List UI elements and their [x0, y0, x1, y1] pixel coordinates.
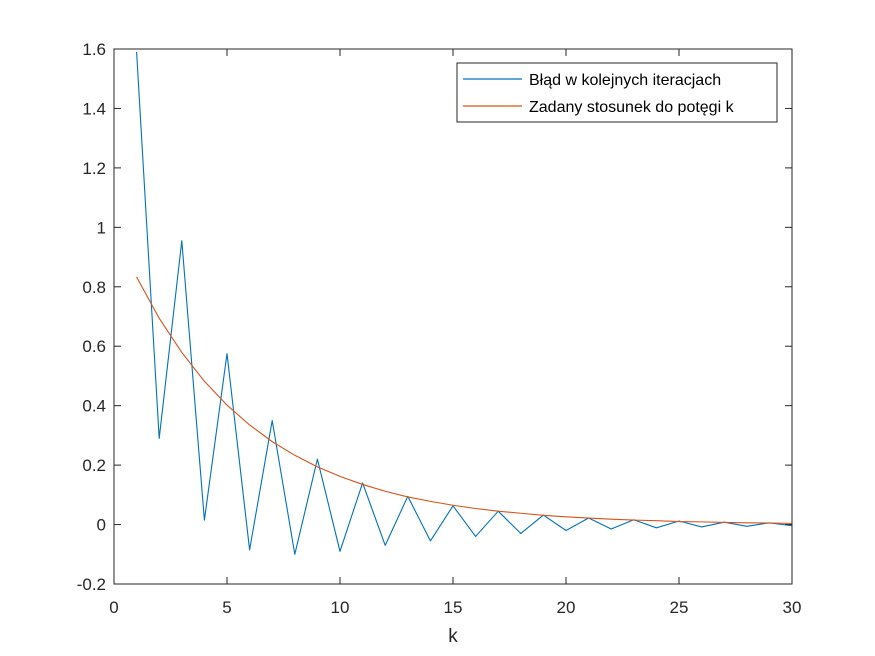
- legend-entry-1: Błąd w kolejnych iteracjach: [529, 72, 721, 89]
- series-line-2: [136, 276, 793, 524]
- x-tick-label: 10: [331, 598, 350, 617]
- series-layer: [136, 51, 793, 555]
- x-tick-label: 15: [444, 598, 463, 617]
- legend-entry-2: Zadany stosunek do potęgi k: [529, 99, 735, 116]
- x-tick-label: 25: [670, 598, 689, 617]
- y-tick-label: 0.4: [82, 397, 106, 416]
- y-tick-label: 0.8: [82, 278, 106, 297]
- x-tick-label: 0: [109, 598, 118, 617]
- x-tick-label: 30: [783, 598, 802, 617]
- y-tick-label: 1.4: [82, 99, 106, 118]
- y-tick-label: 1.6: [82, 40, 106, 59]
- plot-area: [114, 49, 792, 584]
- y-tick-label: 0.6: [82, 337, 106, 356]
- y-tick-label: 0: [97, 516, 106, 535]
- y-tick-label: 0.2: [82, 456, 106, 475]
- legend: Błąd w kolejnych iteracjach Zadany stosun…: [456, 62, 778, 123]
- x-tick-label: 20: [557, 598, 576, 617]
- y-tick-label: 1: [97, 218, 106, 237]
- legend-box: [456, 62, 778, 123]
- ticks-layer: 0 5 10 15 20 25 30-0.200.20.40.60.811.21.41.6: [77, 40, 802, 617]
- y-tick-label: -0.2: [77, 575, 106, 594]
- y-tick-label: 1.2: [82, 159, 106, 178]
- x-tick-label: 5: [222, 598, 231, 617]
- x-axis-label: k: [448, 626, 458, 647]
